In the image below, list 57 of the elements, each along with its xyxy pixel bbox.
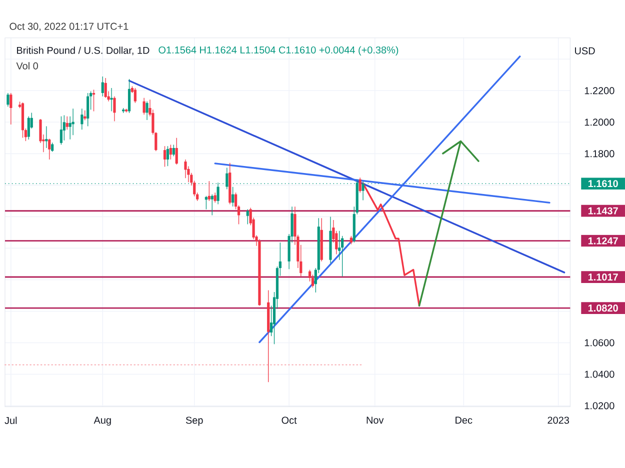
candlestick (184, 159, 187, 179)
candlestick (10, 92, 12, 126)
candlestick (232, 186, 234, 208)
text: O1.1564 H1.1624 L1.1504 C1.1610 +0.0044 (+0.38%) (158, 46, 398, 56)
x-tick-label: Dec (456, 416, 472, 424)
candlestick (66, 116, 68, 130)
line-series (418, 140, 480, 307)
candlestick (226, 168, 228, 190)
x-tick-label: Aug (94, 416, 111, 426)
x-tick-label: Oct (282, 416, 297, 424)
x-tick-label: 2023 (548, 416, 569, 424)
candlestick (6, 92, 10, 108)
candlestick (104, 78, 107, 98)
ref-line-label: 1.1610 (588, 180, 618, 188)
candlestick (134, 88, 136, 104)
candlestick (169, 144, 172, 160)
candlestick (101, 76, 104, 97)
candlestick (86, 92, 90, 127)
candlestick (146, 101, 148, 121)
candlestick (92, 90, 96, 112)
candlestick (214, 192, 216, 204)
candlestick (62, 115, 66, 142)
x-tick-label: Jul (4, 416, 17, 424)
text: Oct 30, 2022 01:17 UTC+1 (10, 23, 128, 32)
candlestick (246, 209, 249, 225)
candlestick (80, 108, 84, 130)
x-tick-label: Nov (366, 416, 384, 424)
x-tick-label: Sep (186, 416, 203, 426)
candlestick (166, 146, 170, 167)
y-tick-label: 1.1800 (584, 150, 614, 158)
candlestick (48, 138, 51, 160)
line-series (362, 182, 420, 307)
candlestick (27, 116, 30, 140)
candlestick (210, 194, 214, 216)
candlestick (72, 108, 74, 136)
candlestick (172, 144, 175, 157)
ref-line-label: 1.0820 (588, 304, 618, 312)
y-tick-label: 1.0200 (584, 402, 614, 410)
y-tick-label: 1.2200 (584, 87, 614, 94)
candlestick (175, 138, 178, 166)
y-tick-label: 1.2000 (584, 118, 614, 126)
candlestick (60, 116, 63, 146)
annotation: Vol 0 (16, 62, 38, 70)
ref-line-label: 1.1247 (588, 238, 618, 245)
ref-line-label: 1.1017 (588, 274, 618, 281)
candlestick (142, 98, 146, 116)
candlestick (110, 88, 113, 112)
candlestick (208, 181, 210, 202)
y-tick-label: 1.0400 (584, 370, 614, 378)
candlestick (128, 78, 131, 114)
candlestick (51, 142, 54, 152)
y-axis-title: USD (575, 48, 595, 55)
candlestick (163, 146, 166, 168)
text: British Pound / U.S. Dollar, 1D (17, 46, 150, 56)
candlestick (113, 96, 116, 122)
ref-line-label: 1.1437 (588, 208, 618, 215)
y-tick-label: 1.0600 (584, 339, 614, 347)
